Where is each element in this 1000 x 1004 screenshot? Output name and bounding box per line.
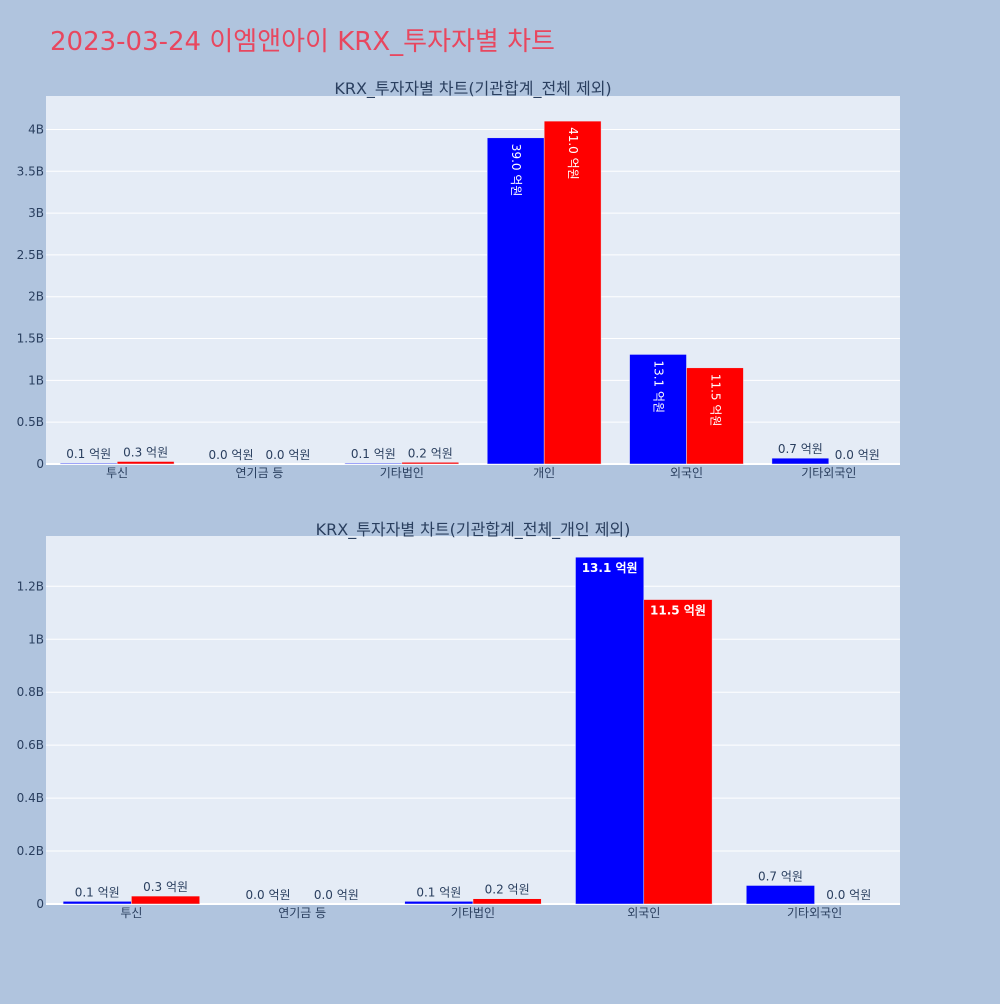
data-label: 0.2 억원 <box>485 883 530 897</box>
plot-background <box>46 96 900 464</box>
chart-panel-2: 0 0.2B 0.4B 0.6B 0.8B 1B 1.2B KRX_투자자별 차트(기관합계_… <box>17 520 900 920</box>
bar-blue <box>59 462 118 465</box>
y-tick-label: 1B <box>28 632 44 646</box>
y-tick-label: 0.6B <box>17 738 44 752</box>
data-label: 11.5 억원 <box>650 604 706 618</box>
data-label: 0.0 억원 <box>826 888 871 902</box>
bar-blue <box>344 462 403 465</box>
chart-title: KRX_투자자별 차트(기관합계_전체 제외) <box>334 79 611 99</box>
y-tick-label: 4B <box>28 122 44 136</box>
bar-red <box>401 462 460 465</box>
y-tick-label: 0 <box>36 457 44 471</box>
y-tick-label: 3.5B <box>17 164 44 178</box>
data-label: 0.0 억원 <box>209 448 254 462</box>
bar-red <box>543 120 602 465</box>
y-tick-label: 1.2B <box>17 579 44 593</box>
data-label: 0.0 억원 <box>265 448 310 462</box>
data-label: 0.3 억원 <box>143 880 188 894</box>
bar-blue <box>771 457 830 465</box>
bar-blue <box>746 885 815 905</box>
bar-blue <box>62 901 132 905</box>
y-tick-label: 1.5B <box>17 332 44 346</box>
bar-blue <box>575 556 645 905</box>
data-label: 39.0 억원 <box>509 144 523 197</box>
bar-blue <box>404 901 474 905</box>
data-label: 0.0 억원 <box>246 888 291 902</box>
bar-red <box>131 895 200 905</box>
chart-title: KRX_투자자별 차트(기관합계_전체_개인 제외) <box>316 520 631 540</box>
x-tick-label: 외국인 <box>627 906 660 920</box>
y-tick-label: 0.5B <box>17 415 44 429</box>
y-tick-label: 0 <box>36 897 44 911</box>
x-tick-label: 투신 <box>106 466 128 480</box>
bar-red <box>686 367 744 465</box>
data-label: 0.7 억원 <box>778 442 823 456</box>
x-tick-label: 기타외국인 <box>801 466 856 480</box>
y-tick-label: 0.8B <box>17 685 44 699</box>
data-label: 11.5 억원 <box>708 374 722 427</box>
page-title: 2023-03-24 이엠앤아이 KRX_투자자별 차트 <box>50 27 555 57</box>
x-tick-label: 연기금 등 <box>278 906 326 920</box>
bar-blue <box>629 354 687 465</box>
y-tick-label: 0.2B <box>17 844 44 858</box>
data-label: 0.7 억원 <box>758 869 803 883</box>
chart-panel-1: 0 0.5B 1B 1.5B 2B 2.5B 3B 3.5B 4B KRX_투자자별 차트(기관합… <box>17 79 900 480</box>
x-tick-label: 투신 <box>120 906 142 920</box>
data-label: 0.0 억원 <box>314 888 359 902</box>
y-tick-label: 0.4B <box>17 791 44 805</box>
x-tick-label: 기타외국인 <box>787 906 842 920</box>
bar-red <box>116 461 175 465</box>
data-label: 13.1 억원 <box>582 561 638 575</box>
data-label: 0.1 억원 <box>416 885 461 899</box>
x-tick-label: 개인 <box>533 466 555 480</box>
x-tick-label: 기타법인 <box>451 906 495 920</box>
y-tick-label: 2.5B <box>17 248 44 262</box>
y-tick-label: 1B <box>28 373 44 387</box>
plot-background <box>46 536 900 904</box>
data-label: 0.2 억원 <box>408 446 453 460</box>
y-tick-label: 2B <box>28 290 44 304</box>
data-label: 0.1 억원 <box>351 447 396 461</box>
data-label: 0.1 억원 <box>66 447 111 461</box>
y-tick-label: 3B <box>28 206 44 220</box>
data-label: 13.1 억원 <box>652 360 666 413</box>
data-label: 41.0 억원 <box>566 127 580 180</box>
data-label: 0.1 억원 <box>75 885 120 899</box>
x-tick-label: 기타법인 <box>380 466 424 480</box>
x-tick-label: 연기금 등 <box>236 466 284 480</box>
bar-red <box>472 898 542 905</box>
data-label: 0.3 억원 <box>123 445 168 459</box>
x-tick-label: 외국인 <box>670 466 703 480</box>
bar-red <box>643 599 713 905</box>
data-label: 0.0 억원 <box>835 448 880 462</box>
